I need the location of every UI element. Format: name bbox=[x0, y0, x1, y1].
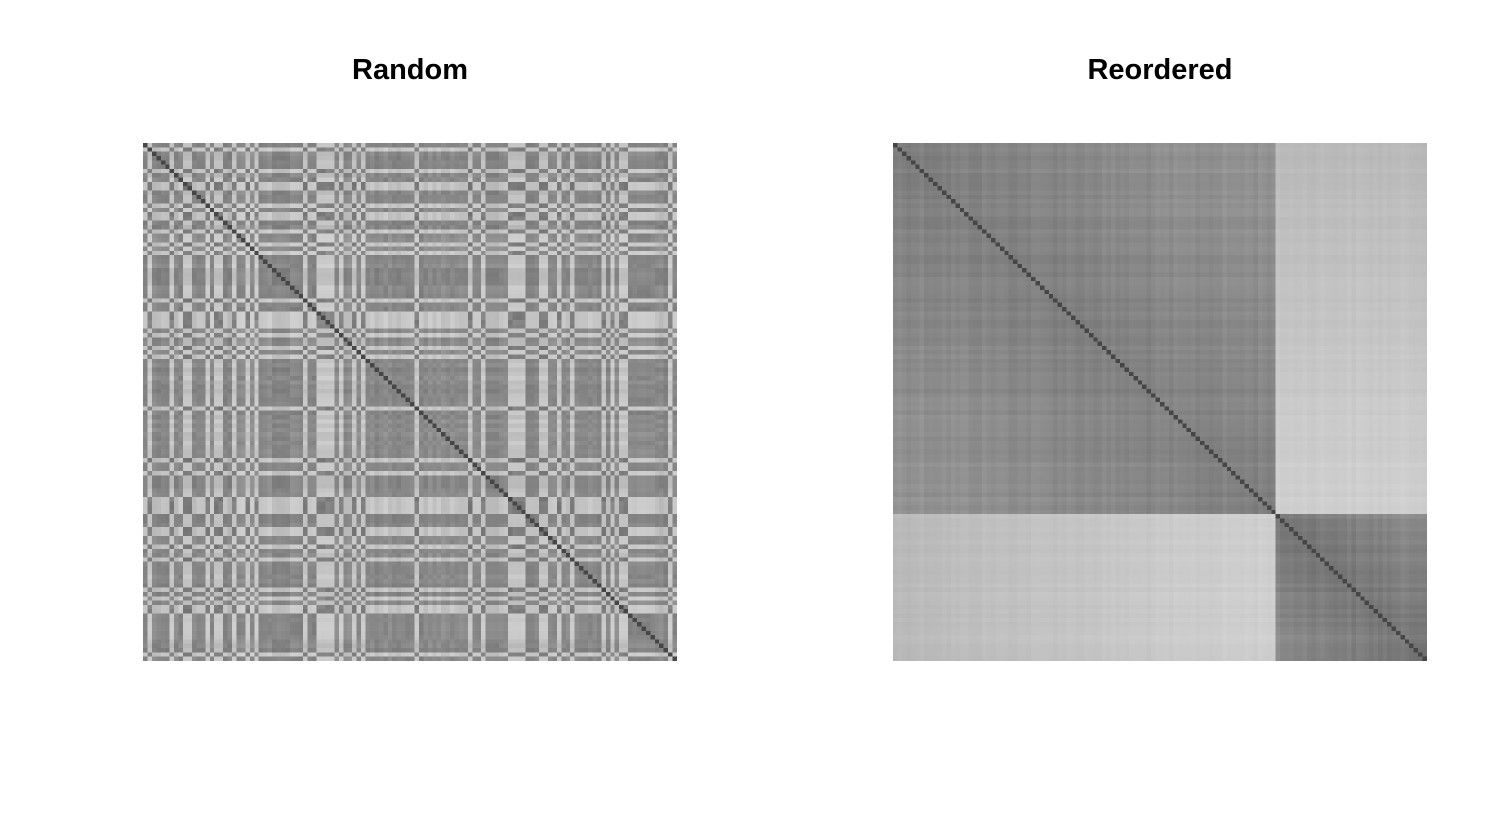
reordered-panel: Reordered bbox=[750, 0, 1500, 840]
random-panel: Random bbox=[143, 54, 677, 661]
reordered-heatmap bbox=[893, 143, 1427, 661]
random-heatmap bbox=[143, 143, 677, 661]
reordered-title: Reordered bbox=[1087, 54, 1233, 86]
random-title: Random bbox=[352, 54, 468, 86]
